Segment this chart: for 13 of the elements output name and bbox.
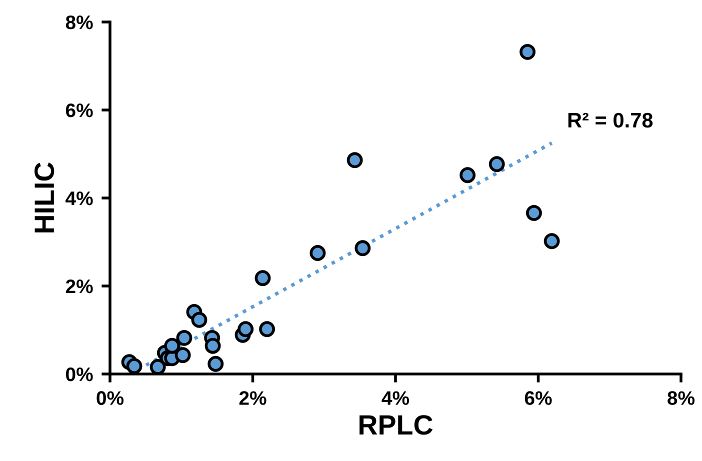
x-tick-label: 0%	[96, 391, 124, 405]
y-tick-label: 8%	[66, 15, 93, 30]
y-tick-label: 2%	[66, 279, 93, 294]
x-tick-label: 6%	[524, 391, 552, 405]
x-tick-label: 4%	[382, 391, 410, 405]
y-tick-label: 0%	[66, 367, 93, 382]
x-tick-label: 2%	[239, 391, 266, 405]
y-axis-title: HILIC	[34, 162, 54, 232]
annotation: R² = 0.78	[568, 112, 653, 128]
x-axis-title: RPLC	[360, 415, 433, 435]
y-tick-label: 6%	[66, 103, 93, 118]
x-tick-label: 8%	[668, 391, 695, 405]
y-tick-label: 4%	[66, 192, 93, 206]
